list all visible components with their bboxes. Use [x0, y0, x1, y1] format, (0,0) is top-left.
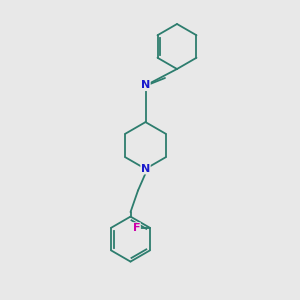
- Text: F: F: [133, 223, 140, 233]
- Text: N: N: [141, 80, 150, 91]
- Text: N: N: [141, 164, 150, 174]
